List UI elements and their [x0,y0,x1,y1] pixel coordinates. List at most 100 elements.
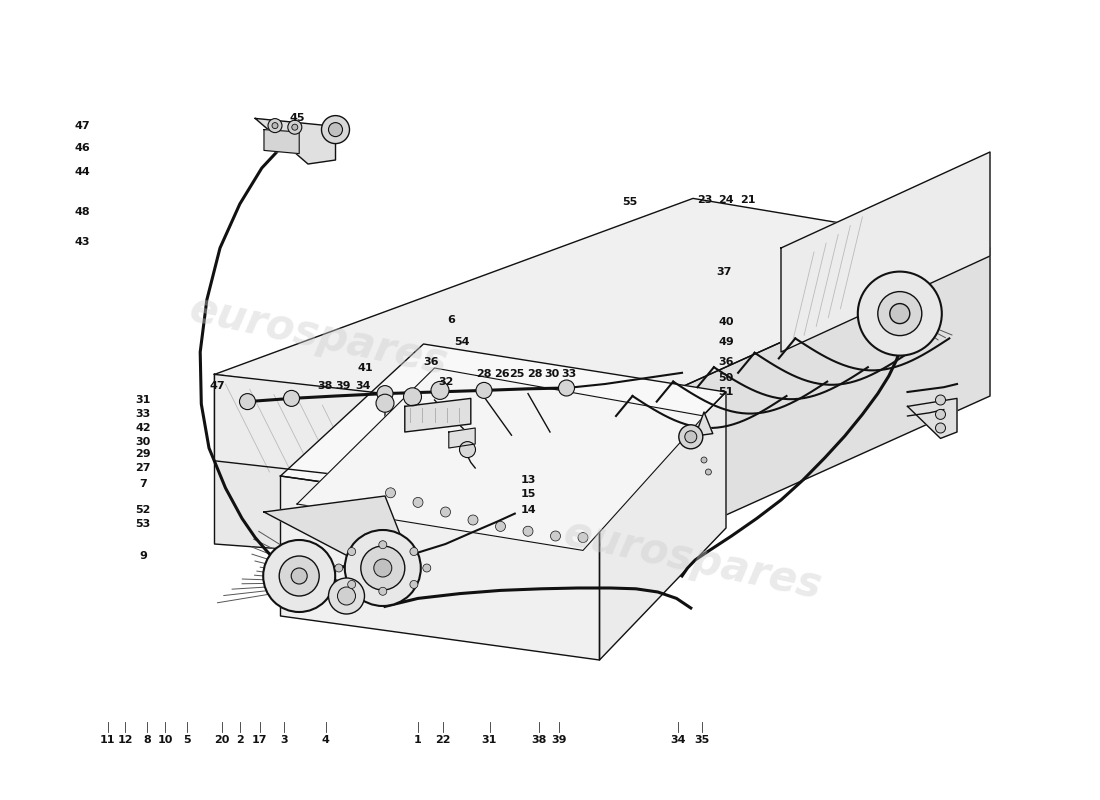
Circle shape [344,530,421,606]
Polygon shape [280,476,600,660]
Circle shape [374,559,392,577]
Text: 30: 30 [544,370,560,379]
Circle shape [361,546,405,590]
Text: 34: 34 [355,382,371,391]
Text: 11: 11 [100,735,116,745]
Circle shape [410,547,418,555]
Circle shape [878,292,922,336]
Text: 12: 12 [118,735,133,745]
Text: 52: 52 [135,506,151,515]
Text: 40: 40 [718,317,734,326]
Circle shape [858,272,942,355]
Polygon shape [214,198,990,424]
Polygon shape [405,398,471,432]
Circle shape [329,122,342,137]
Text: 34: 34 [670,735,685,745]
Text: 14: 14 [520,506,536,515]
Circle shape [679,425,703,449]
Text: 27: 27 [135,463,151,473]
Circle shape [385,488,396,498]
Circle shape [348,547,355,555]
Circle shape [701,457,707,463]
Circle shape [334,564,343,572]
Circle shape [321,115,350,144]
Text: 54: 54 [454,338,470,347]
Circle shape [272,122,278,129]
Circle shape [412,498,424,507]
Circle shape [559,380,574,396]
Polygon shape [908,398,957,438]
Circle shape [550,531,561,541]
Text: 10: 10 [157,735,173,745]
Circle shape [431,382,449,399]
Circle shape [268,118,282,133]
Polygon shape [600,392,726,660]
Polygon shape [255,118,336,164]
Text: 45: 45 [289,114,305,123]
Circle shape [522,526,534,536]
Text: 37: 37 [716,267,732,277]
Circle shape [329,578,364,614]
Circle shape [378,541,387,549]
Circle shape [705,469,712,475]
Text: 47: 47 [75,122,90,131]
Polygon shape [600,248,990,572]
Text: 31: 31 [135,395,151,405]
Circle shape [288,120,301,134]
Text: 36: 36 [718,357,734,366]
Text: 32: 32 [438,378,453,387]
Text: 46: 46 [75,143,90,153]
Circle shape [468,515,478,525]
Text: 28: 28 [476,370,492,379]
Text: 33: 33 [561,370,576,379]
Text: 55: 55 [623,197,638,206]
Circle shape [685,430,696,443]
Polygon shape [449,428,475,448]
Circle shape [279,556,319,596]
Circle shape [935,395,946,405]
Text: 1: 1 [414,735,422,745]
Circle shape [284,390,299,406]
Text: 38: 38 [531,735,547,745]
Text: 24: 24 [718,195,734,205]
Text: 30: 30 [135,437,151,446]
Circle shape [292,124,298,130]
Text: 36: 36 [424,357,439,366]
Text: 43: 43 [75,237,90,246]
Text: 38: 38 [317,382,332,391]
Circle shape [410,581,418,589]
Circle shape [263,540,336,612]
Polygon shape [264,496,407,564]
Circle shape [376,394,394,412]
Circle shape [404,388,421,406]
Text: eurospares: eurospares [560,512,826,608]
Circle shape [338,587,355,605]
Text: 3: 3 [280,735,287,745]
Polygon shape [781,152,990,352]
Text: 23: 23 [697,195,713,205]
Text: 31: 31 [482,735,497,745]
Polygon shape [214,374,600,572]
Text: 44: 44 [75,167,90,177]
Circle shape [935,410,946,419]
Circle shape [476,382,492,398]
Circle shape [377,386,393,402]
Text: 29: 29 [135,450,151,459]
Text: 33: 33 [135,410,151,419]
Circle shape [440,507,451,517]
Text: 50: 50 [718,373,734,382]
Text: 47: 47 [210,381,225,390]
Text: 35: 35 [694,735,710,745]
Circle shape [935,423,946,433]
Text: 51: 51 [718,387,734,397]
Text: 13: 13 [520,475,536,485]
Text: 5: 5 [184,735,190,745]
Text: 22: 22 [436,735,451,745]
Polygon shape [264,130,299,154]
Polygon shape [214,374,385,480]
Text: 2: 2 [235,735,244,745]
Polygon shape [695,412,713,436]
Text: 48: 48 [75,207,90,217]
Text: 26: 26 [494,370,509,379]
Text: eurospares: eurospares [186,288,452,384]
